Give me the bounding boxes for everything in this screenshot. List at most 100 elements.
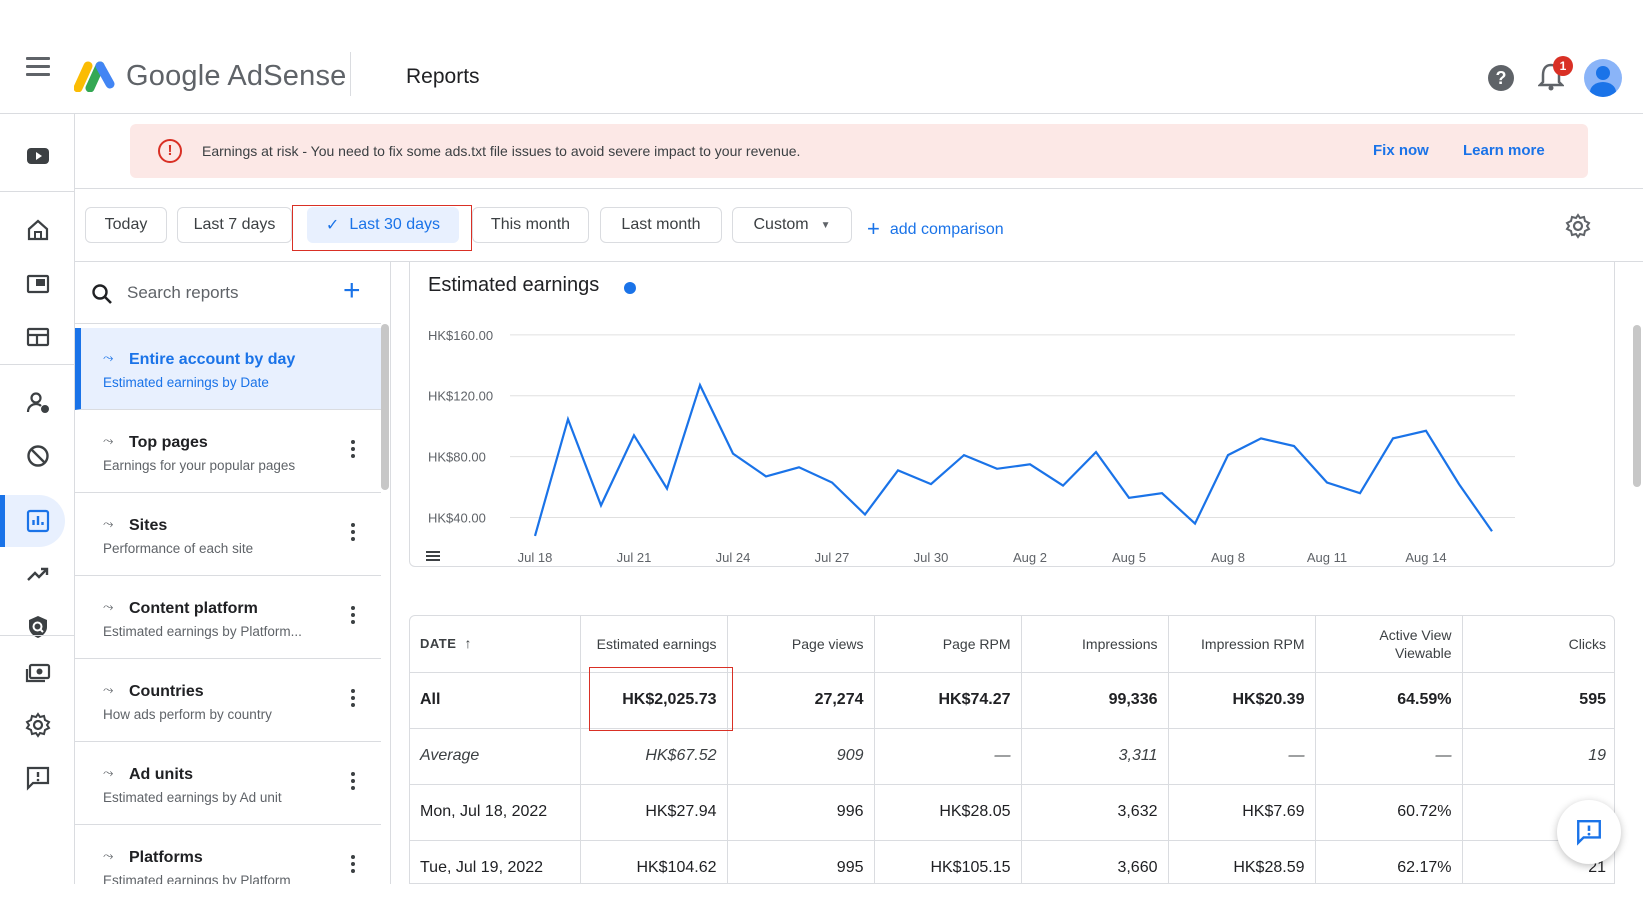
search-input[interactable]: [127, 280, 317, 306]
report-item-platforms[interactable]: ⤳ Platforms Estimated earnings by Platfo…: [75, 826, 381, 884]
sites-icon[interactable]: [0, 258, 75, 310]
trending-icon: ⤳: [103, 765, 114, 780]
column-header[interactable]: Active View Viewable: [1315, 616, 1463, 673]
alert-message: Earnings at risk - You need to fix some …: [202, 143, 801, 159]
trending-icon: ⤳: [103, 350, 114, 365]
report-item-top-pages[interactable]: ⤳ Top pages Earnings for your popular pa…: [75, 411, 381, 493]
last-7-days-chip[interactable]: Last 7 days: [177, 207, 292, 243]
table-cell: 19: [1462, 728, 1614, 785]
youtube-icon[interactable]: [0, 130, 75, 182]
privacy-messaging-icon[interactable]: [0, 377, 75, 429]
last-month-chip[interactable]: Last month: [600, 207, 722, 243]
y-tick-label: HK$80.00: [428, 450, 486, 465]
hamburger-menu-icon[interactable]: [26, 57, 50, 77]
x-tick-label: Jul 24: [716, 550, 751, 565]
report-subtitle: Estimated earnings by Platform: [103, 873, 291, 884]
last-30-days-label: Last 30 days: [349, 216, 441, 233]
more-vert-icon[interactable]: [351, 523, 357, 545]
report-subtitle: Earnings for your popular pages: [103, 458, 296, 473]
column-header[interactable]: Page views: [727, 616, 875, 673]
fix-now-link[interactable]: Fix now: [1373, 142, 1429, 159]
sort-arrow-up-icon[interactable]: ↑: [464, 635, 472, 652]
today-chip[interactable]: Today: [85, 207, 167, 243]
report-item-sites[interactable]: ⤳ Sites Performance of each site: [75, 494, 381, 576]
add-report-button[interactable]: +: [343, 274, 361, 307]
more-vert-icon[interactable]: [351, 855, 357, 877]
report-subtitle: Estimated earnings by Platform...: [103, 624, 302, 639]
table-cell: HK$105.15: [874, 840, 1022, 883]
error-icon: !: [158, 139, 182, 163]
settings-icon[interactable]: [0, 699, 75, 751]
report-item-content-platform[interactable]: ⤳ Content platform Estimated earnings by…: [75, 577, 381, 659]
bottom-margin: [0, 884, 1643, 924]
report-title: Sites: [129, 517, 168, 534]
reports-list-scrollbar[interactable]: [381, 324, 389, 490]
table-cell: HK$67.52: [580, 728, 728, 785]
trending-icon: ⤳: [103, 433, 114, 448]
column-header[interactable]: Impressions: [1021, 616, 1169, 673]
table-cell: —: [1168, 728, 1316, 785]
gear-icon[interactable]: [1565, 213, 1591, 239]
table-cell: 60.72%: [1315, 784, 1463, 841]
left-navigation-rail: [0, 114, 75, 884]
ads-icon[interactable]: [0, 311, 75, 363]
more-vert-icon[interactable]: [351, 689, 357, 711]
table-row: Mon, Jul 18, 2022 HK$27.94 996 HK$28.05 3,63…: [410, 784, 1614, 841]
feedback-icon[interactable]: [0, 752, 75, 804]
table-cell: 62.17%: [1315, 840, 1463, 883]
report-data-table: DATE ↑ Estimated earnings Page views Page RP…: [409, 615, 1615, 884]
date-column-header[interactable]: DATE ↑: [410, 616, 581, 673]
blocking-controls-icon[interactable]: [0, 430, 75, 482]
rail-divider: [0, 191, 75, 192]
learn-more-link[interactable]: Learn more: [1463, 142, 1545, 159]
more-vert-icon[interactable]: [351, 606, 357, 628]
column-header[interactable]: Page RPM: [874, 616, 1022, 673]
rail-active-indicator: [0, 495, 5, 547]
table-cell: 27,274: [727, 672, 875, 729]
search-icon: [92, 284, 112, 304]
avatar[interactable]: [1584, 59, 1622, 97]
feedback-icon: [1577, 820, 1601, 846]
report-title: Ad units: [129, 766, 193, 783]
table-cell: HK$27.94: [580, 784, 728, 841]
page-scrollbar[interactable]: [1633, 325, 1641, 487]
report-item-countries[interactable]: ⤳ Countries How ads perform by country: [75, 660, 381, 742]
feedback-fab[interactable]: [1557, 800, 1621, 864]
table-header-row: DATE ↑ Estimated earnings Page views Page RP…: [410, 616, 1614, 673]
table-cell: —: [874, 728, 1022, 785]
table-toggle-icon[interactable]: [426, 551, 440, 561]
table-cell: —: [1315, 728, 1463, 785]
column-header[interactable]: Estimated earnings: [580, 616, 728, 673]
payments-icon[interactable]: [0, 646, 75, 698]
policy-center-icon[interactable]: [0, 601, 75, 653]
brand-name: Google AdSense: [126, 60, 347, 92]
this-month-chip[interactable]: This month: [472, 207, 589, 243]
add-comparison-label: add comparison: [889, 221, 1004, 238]
home-icon[interactable]: [0, 204, 75, 256]
date-range-filter-bar: Today Last 7 days ✓ Last 30 days This mo…: [75, 188, 1643, 262]
report-item-ad-units[interactable]: ⤳ Ad units Estimated earnings by Ad unit: [75, 743, 381, 825]
help-icon[interactable]: ?: [1488, 65, 1514, 91]
reports-icon[interactable]: [0, 495, 75, 547]
table-cell: HK$104.62: [580, 840, 728, 883]
add-comparison-button[interactable]: + add comparison: [867, 216, 1004, 242]
x-tick-label: Aug 5: [1112, 550, 1146, 565]
table-cell: 909: [727, 728, 875, 785]
adsense-logo-icon: [74, 61, 115, 92]
more-vert-icon[interactable]: [351, 772, 357, 794]
plus-icon: +: [867, 216, 880, 241]
column-header[interactable]: Clicks: [1462, 616, 1614, 673]
trending-icon: ⤳: [103, 516, 114, 531]
report-item-entire-account-by-day[interactable]: ⤳ Entire account by day Estimated earnin…: [75, 328, 381, 410]
more-vert-icon[interactable]: [351, 440, 357, 462]
custom-dropdown[interactable]: Custom ▼: [732, 207, 852, 243]
report-subtitle: Performance of each site: [103, 541, 254, 556]
last-30-days-chip[interactable]: ✓ Last 30 days: [307, 207, 459, 243]
table-cell: 99,336: [1021, 672, 1169, 729]
totals-row: All HK$2,025.73 27,274 HK$74.27 99,336 HK$20.…: [410, 672, 1614, 729]
column-header[interactable]: Impression RPM: [1168, 616, 1316, 673]
page-title: Reports: [406, 65, 480, 88]
x-tick-label: Aug 14: [1405, 550, 1446, 565]
optimization-trending-icon[interactable]: [0, 548, 75, 600]
